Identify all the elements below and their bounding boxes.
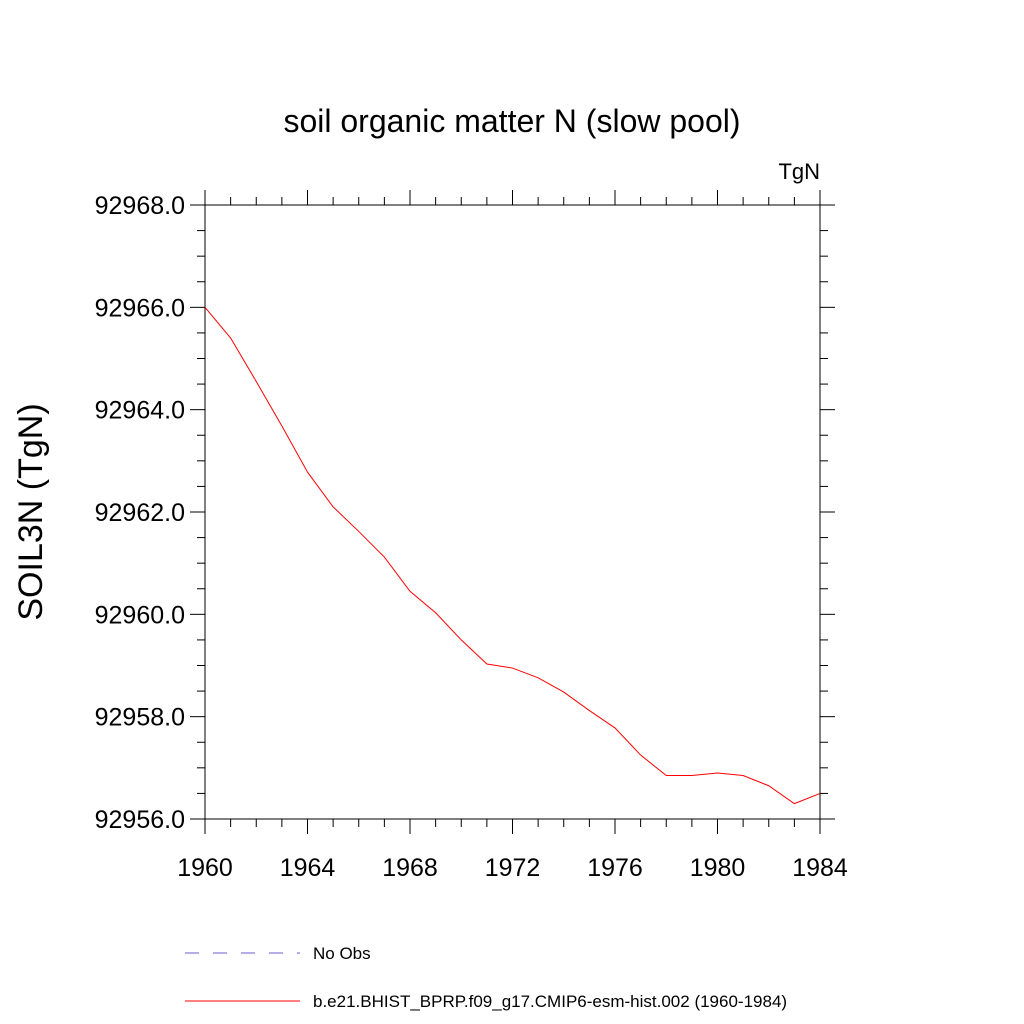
y-tick-label: 92956.0 bbox=[95, 806, 185, 834]
axes: 1960 1964 1968 1972 1976 1980 1984 92956.0 92958… bbox=[95, 190, 848, 882]
y-tick-label: 92960.0 bbox=[95, 601, 185, 629]
plot-frame bbox=[204, 204, 821, 820]
series-line-1 bbox=[204, 307, 821, 805]
legend-label: No Obs bbox=[313, 944, 371, 963]
x-tick-label: 1960 bbox=[177, 854, 233, 882]
series-lines bbox=[204, 307, 821, 805]
y-tick-label: 92964.0 bbox=[95, 397, 185, 425]
x-tick-label: 1984 bbox=[792, 854, 848, 882]
y-tick-label: 92962.0 bbox=[95, 499, 185, 527]
units-label: TgN bbox=[778, 159, 820, 184]
legend-label: b.e21.BHIST_BPRP.f09_g17.CMIP6-esm-hist.… bbox=[313, 992, 787, 1011]
x-tick-label: 1972 bbox=[485, 854, 541, 882]
x-tick-label: 1976 bbox=[587, 854, 643, 882]
y-axis-label: SOIL3N (TgN) bbox=[12, 403, 50, 620]
y-tick-label: 92968.0 bbox=[95, 192, 185, 220]
x-tick-label: 1980 bbox=[690, 854, 746, 882]
chart-title: soil organic matter N (slow pool) bbox=[283, 103, 740, 139]
x-tick-label: 1964 bbox=[280, 854, 336, 882]
legend: No Obs b.e21.BHIST_BPRP.f09_g17.CMIP6-esm… bbox=[185, 944, 787, 1011]
x-tick-label: 1968 bbox=[382, 854, 438, 882]
y-tick-label: 92958.0 bbox=[95, 704, 185, 732]
y-tick-label: 92966.0 bbox=[95, 294, 185, 322]
